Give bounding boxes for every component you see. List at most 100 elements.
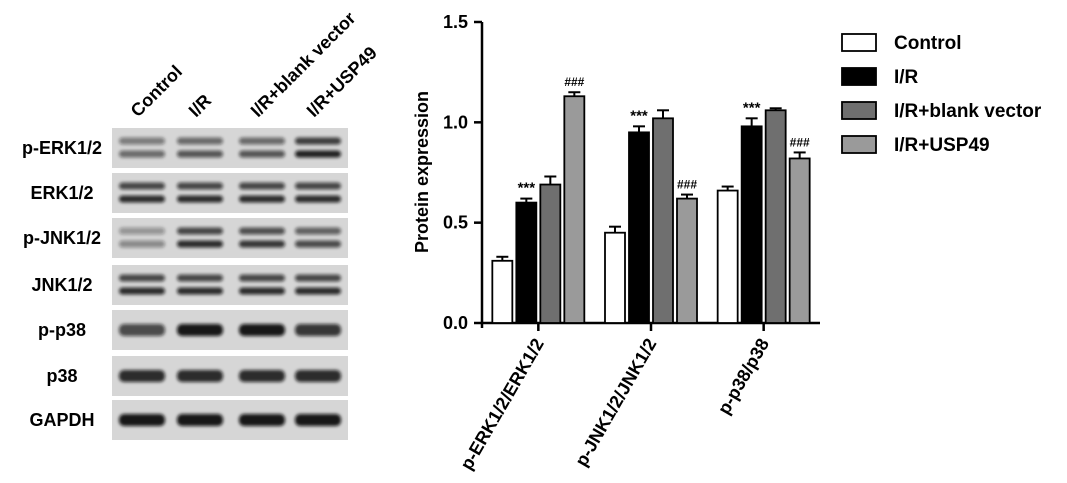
blot-band xyxy=(239,370,285,382)
blot-row-label-p-jnk1-2: p-JNK1/2 xyxy=(23,228,101,248)
blot-band xyxy=(177,182,223,190)
blot-band xyxy=(119,370,165,382)
bar-p-erk1-2-erk1-2-i-r-usp49 xyxy=(563,95,586,324)
blot-band xyxy=(295,137,341,145)
bar-p-erk1-2-erk1-2-i-r-blank-vector xyxy=(539,183,562,324)
y-tick-label: 1.0 xyxy=(443,112,468,132)
significance-annotation: ### xyxy=(564,75,584,89)
blot-strip-gapdh xyxy=(112,400,348,440)
blot-band xyxy=(295,182,341,190)
bar-p-erk1-2-erk1-2-i-r xyxy=(515,201,538,324)
blot-band xyxy=(295,195,341,203)
blot-band xyxy=(239,182,285,190)
blot-band xyxy=(239,287,285,295)
blot-band xyxy=(119,274,165,282)
blot-strip-background xyxy=(112,218,348,258)
legend-swatch-i-r-blank-vector xyxy=(841,101,877,120)
legend-label-i-r-usp49: I/R+USP49 xyxy=(894,135,990,156)
blot-strip-p-jnk1-2 xyxy=(112,218,348,258)
y-tick-label: 0.0 xyxy=(443,313,468,333)
blot-band xyxy=(177,137,223,145)
bar-chart: 0.0 0.5 1.0 1.5 Protein expression *** ### p-ER… xyxy=(412,12,1042,473)
bar-p-p38-p38-i-r-usp49 xyxy=(788,157,811,324)
bar-p-jnk1-2-jnk1-2-i-r-usp49 xyxy=(676,197,698,324)
blot-band xyxy=(177,150,223,158)
blot-band xyxy=(239,195,285,203)
blot-band xyxy=(239,324,285,336)
bar-p-p38-p38-control xyxy=(716,189,739,324)
blot-band xyxy=(239,414,285,426)
blot-band xyxy=(295,274,341,282)
blot-band xyxy=(295,370,341,382)
blot-strip-background xyxy=(112,173,348,213)
blot-column-label-i-r: I/R xyxy=(185,90,215,120)
bar-p-p38-p38-i-r xyxy=(740,125,763,324)
blot-band xyxy=(177,240,223,248)
blot-band xyxy=(239,227,285,235)
blot-band xyxy=(239,274,285,282)
significance-annotation: ### xyxy=(790,135,810,149)
blot-strip-erk1-2 xyxy=(112,173,348,213)
blot-band xyxy=(119,227,165,235)
x-tick-label-p-p38-p38: p-p38/p38 xyxy=(714,335,773,418)
blot-row-label-erk1-2: ERK1/2 xyxy=(30,183,93,203)
y-tick-label: 0.5 xyxy=(443,213,468,233)
blot-band xyxy=(119,240,165,248)
blot-row-label-jnk1-2: JNK1/2 xyxy=(31,275,92,295)
blot-band xyxy=(119,195,165,203)
blot-band xyxy=(177,274,223,282)
blot-band xyxy=(119,150,165,158)
blot-row-label-p-p38: p-p38 xyxy=(38,320,86,340)
blot-band xyxy=(119,324,165,336)
blot-row-label-p-erk1-2: p-ERK1/2 xyxy=(22,138,102,158)
bar-p-p38-p38-i-r-blank-vector xyxy=(764,109,787,324)
x-tick-label-p-erk1-2-erk1-2: p-ERK1/2/ERK1/2 xyxy=(456,335,547,473)
significance-annotation: *** xyxy=(518,180,536,197)
blot-band xyxy=(177,287,223,295)
blot-band xyxy=(177,370,223,382)
blot-column-label-i-r-blank-vector: I/R+blank vector xyxy=(247,8,360,121)
blot-band xyxy=(239,137,285,145)
blot-band xyxy=(119,414,165,426)
blot-band xyxy=(295,227,341,235)
blot-band xyxy=(177,414,223,426)
blot-band xyxy=(177,195,223,203)
blot-band xyxy=(295,324,341,336)
bar-p-erk1-2-erk1-2-control xyxy=(491,259,514,324)
blot-strip-p38 xyxy=(112,356,348,396)
legend-label-i-r: I/R xyxy=(894,67,919,88)
blot-strip-jnk1-2 xyxy=(112,265,348,305)
blot-strip-p-erk1-2 xyxy=(112,128,348,168)
blot-band xyxy=(119,182,165,190)
bar-p-jnk1-2-jnk1-2-i-r xyxy=(628,131,650,324)
x-tick-label-p-jnk1-2-jnk1-2: p-JNK1/2/JNK1/2 xyxy=(571,335,660,470)
blot-band xyxy=(239,150,285,158)
legend-swatch-i-r-usp49 xyxy=(841,135,877,154)
blot-strip-background xyxy=(112,128,348,168)
blot-band xyxy=(295,240,341,248)
y-axis-label: Protein expression xyxy=(412,91,432,253)
significance-annotation: ### xyxy=(677,178,697,192)
bar-p-jnk1-2-jnk1-2-control xyxy=(604,231,626,324)
blot-band xyxy=(177,324,223,336)
blot-column-label-control: Control xyxy=(127,61,186,120)
blot-band xyxy=(119,287,165,295)
y-tick-label: 1.5 xyxy=(443,12,468,32)
significance-annotation: *** xyxy=(743,99,761,116)
blot-band xyxy=(295,287,341,295)
legend-swatch-control xyxy=(841,33,877,52)
blot-band xyxy=(239,240,285,248)
legend-label-i-r-blank-vector: I/R+blank vector xyxy=(894,101,1042,122)
legend-swatch-i-r xyxy=(841,67,877,86)
blot-band xyxy=(177,227,223,235)
significance-annotation: *** xyxy=(630,107,648,124)
legend-label-control: Control xyxy=(894,33,962,54)
bar-p-jnk1-2-jnk1-2-i-r-blank-vector xyxy=(652,117,674,324)
blot-row-label-gapdh: GAPDH xyxy=(29,410,94,430)
blot-band xyxy=(295,414,341,426)
blot-band xyxy=(119,137,165,145)
blot-row-label-p38: p38 xyxy=(46,366,77,386)
